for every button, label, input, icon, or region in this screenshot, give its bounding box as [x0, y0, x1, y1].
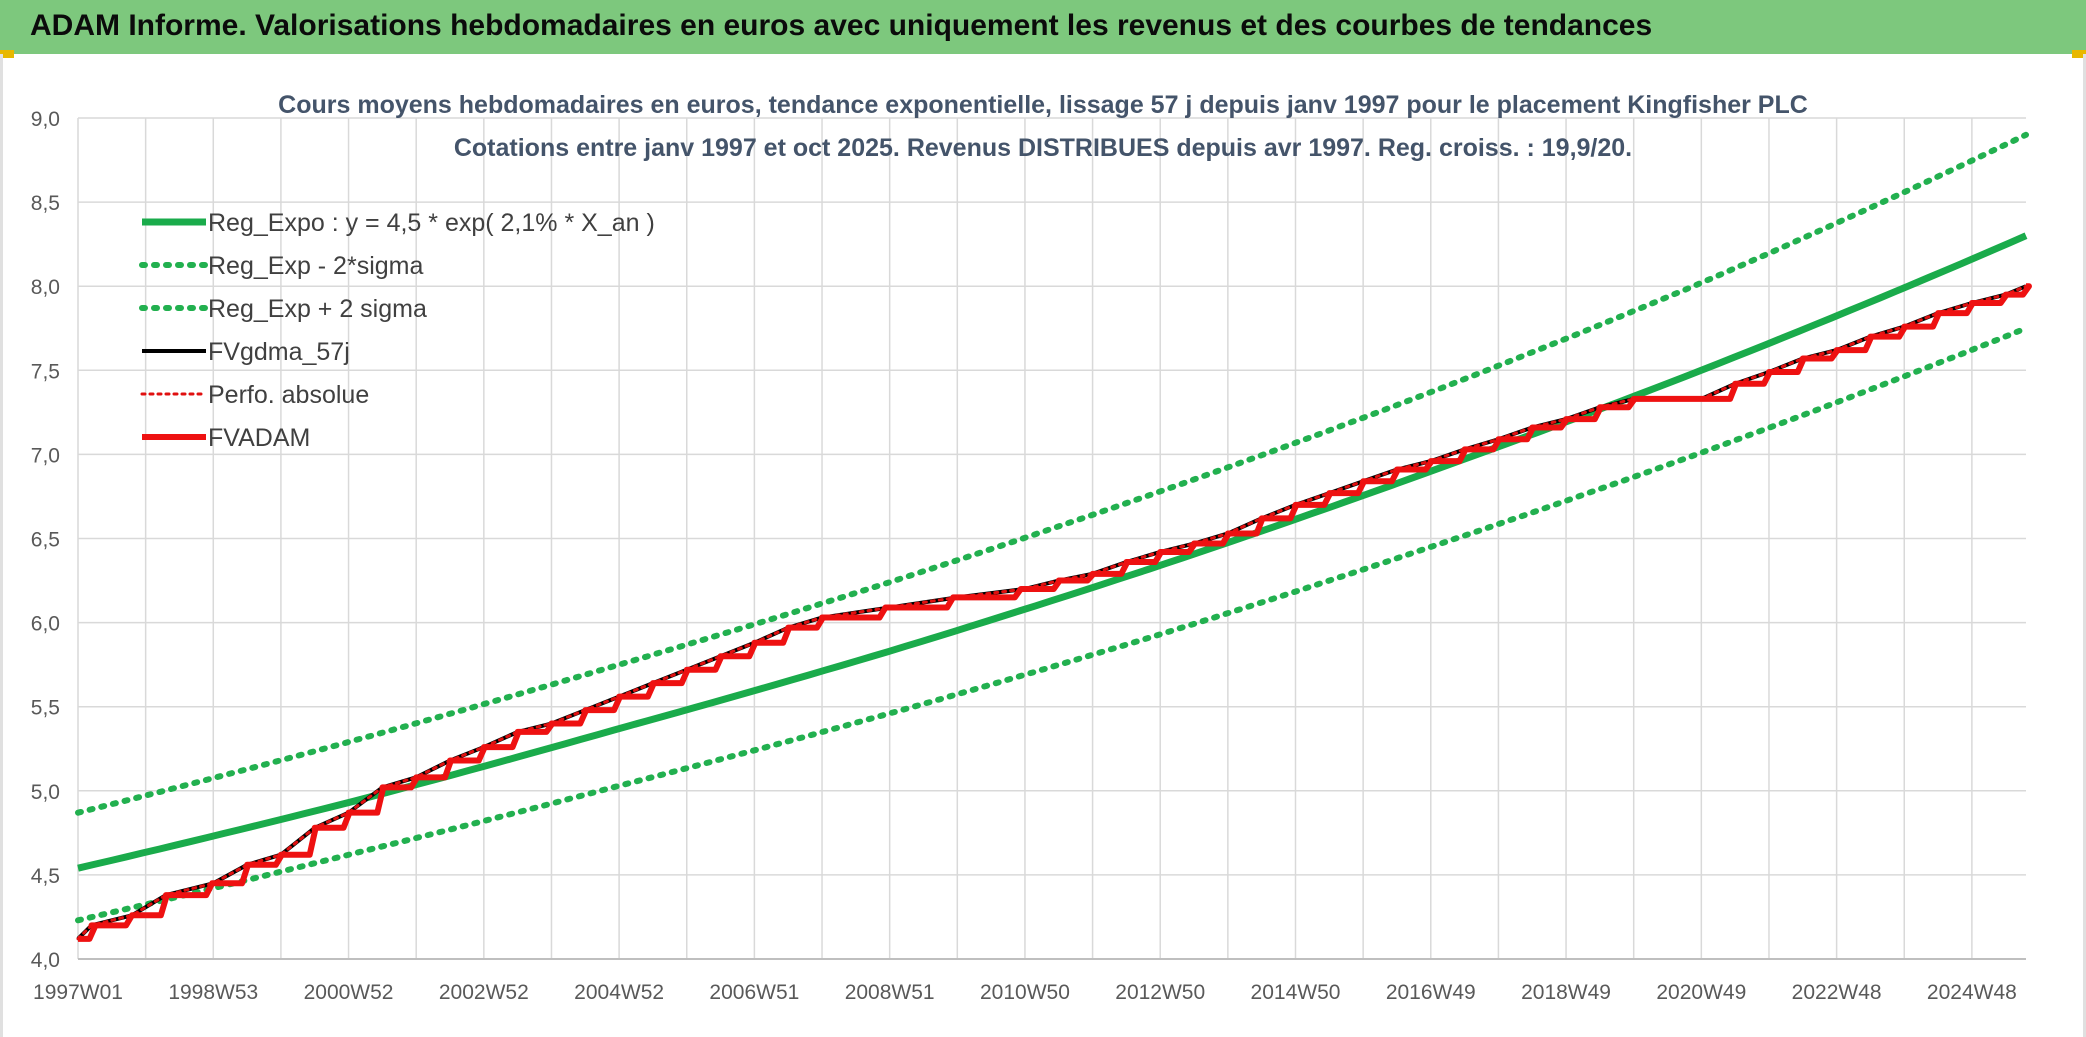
series-line-0	[77, 232, 2028, 872]
y-tick-label: 6,0	[31, 613, 60, 636]
x-tick-label: 2018W49	[1521, 981, 1611, 1004]
x-tick-label: 2002W52	[439, 981, 529, 1004]
legend-label-3: FVgdma_57j	[208, 338, 350, 366]
grid	[77, 117, 2026, 960]
chart-subtitle: Cotations entre janv 1997 et oct 2025. R…	[454, 134, 1632, 162]
x-tick-label: 1998W53	[168, 981, 258, 1004]
legend-label-0: Reg_Expo : y = 4,5 * exp( 2,1% * X_an )	[208, 209, 655, 237]
y-tick-label: 7,5	[31, 360, 60, 383]
y-tick-label: 6,5	[31, 529, 60, 552]
chart-frame	[0, 54, 2086, 1037]
series-line-5	[78, 283, 2032, 942]
axes: 4,0 4,5 5,0 5,5 6,0 6,5 7,0 7,5 8,0 8,5 9,0 1997W01…	[31, 108, 2026, 1004]
y-tick-label: 9,0	[31, 108, 60, 131]
series-line-1	[75, 325, 2029, 924]
x-tick-label: 2000W52	[304, 981, 394, 1004]
y-tick-label: 8,5	[31, 192, 60, 215]
y-tick-label: 4,5	[31, 865, 60, 888]
y-tick-label: 4,0	[31, 949, 60, 972]
x-tick-label: 2014W50	[1251, 981, 1341, 1004]
legend: Reg_Expo : y = 4,5 * exp( 2,1% * X_an ) R…	[139, 209, 655, 452]
x-tick-label: 2016W49	[1386, 981, 1476, 1004]
y-tick-label: 8,0	[31, 276, 60, 299]
corner-marker-left	[0, 50, 14, 58]
x-tick-label: 2004W52	[574, 981, 664, 1004]
header-title: ADAM Informe. Valorisations hebdomadaire…	[30, 9, 1653, 42]
x-tick-label: 2020W49	[1656, 981, 1746, 1004]
y-tick-label: 7,0	[31, 444, 60, 467]
x-tick-label: 2006W51	[709, 981, 799, 1004]
legend-label-4: Perfo. absolue	[208, 381, 369, 409]
corner-marker-right	[2072, 50, 2086, 58]
y-tick-label: 5,0	[31, 781, 60, 804]
x-tick-label: 2010W50	[980, 981, 1070, 1004]
series-layer	[75, 131, 2032, 942]
chart-title: Cours moyens hebdomadaires en euros, ten…	[278, 91, 1808, 119]
legend-label-1: Reg_Exp - 2*sigma	[208, 252, 423, 280]
legend-label-5: FVADAM	[208, 424, 310, 452]
legend-label-2: Reg_Exp + 2 sigma	[208, 295, 427, 323]
x-tick-label: 2022W48	[1792, 981, 1882, 1004]
x-tick-label: 2012W50	[1115, 981, 1205, 1004]
x-tick-label: 2024W48	[1927, 981, 2017, 1004]
x-tick-label: 1997W01	[33, 981, 123, 1004]
series-line-2	[75, 131, 2029, 816]
header-bar: ADAM Informe. Valorisations hebdomadaire…	[0, 0, 2086, 54]
y-tick-label: 5,5	[31, 697, 60, 720]
x-tick-label: 2008W51	[845, 981, 935, 1004]
